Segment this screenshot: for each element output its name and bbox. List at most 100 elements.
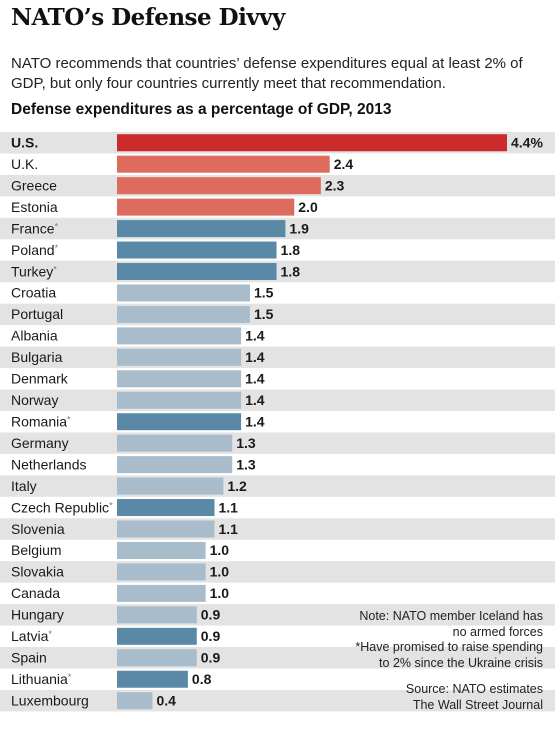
- bar: [117, 413, 242, 431]
- bar: [117, 584, 206, 602]
- bar: [117, 305, 250, 323]
- value-label: 1.4: [245, 413, 265, 429]
- category-label: Slovenia: [11, 521, 65, 537]
- value-label: 1.4: [245, 349, 265, 365]
- category-label: Hungary: [11, 607, 64, 623]
- category-label: France*: [11, 220, 59, 236]
- category-label: Albania: [11, 328, 58, 344]
- pledge-marker: *: [68, 672, 72, 682]
- value-label: 2.0: [298, 199, 318, 215]
- category-label: Bulgaria: [11, 349, 63, 365]
- pledge-marker: *: [55, 243, 59, 253]
- bar: [117, 327, 242, 345]
- pledge-marker: *: [109, 500, 113, 510]
- value-label: 1.4: [245, 371, 265, 387]
- bar: [117, 155, 330, 173]
- row-stripe: [0, 303, 555, 326]
- category-label: Denmark: [11, 371, 69, 387]
- value-label: 1.5: [254, 285, 274, 301]
- category-label: U.S.: [11, 135, 38, 151]
- page-title: NATO’s Defense Divvy: [11, 4, 285, 31]
- row-stripe: [0, 346, 555, 369]
- value-label: 1.1: [219, 521, 239, 537]
- category-label: Turkey*: [11, 263, 57, 279]
- value-label: 1.8: [281, 263, 301, 279]
- value-label: 1.4: [245, 328, 265, 344]
- value-label: 0.9: [201, 607, 221, 623]
- value-label: 0.9: [201, 628, 221, 644]
- category-label: Czech Republic*: [11, 499, 113, 515]
- bar: [117, 134, 507, 152]
- category-label: Netherlands: [11, 456, 87, 472]
- pledge-marker: *: [48, 629, 52, 639]
- bar: [117, 284, 250, 302]
- value-label: 0.4: [156, 692, 176, 708]
- bar: [117, 348, 242, 366]
- value-label: 1.1: [219, 499, 239, 515]
- bar: [117, 477, 224, 495]
- bar: [117, 262, 277, 280]
- value-label: 0.9: [201, 650, 221, 666]
- category-label: Italy: [11, 478, 37, 494]
- bar: [117, 541, 206, 559]
- category-label: Canada: [11, 585, 60, 601]
- bar: [117, 177, 321, 195]
- value-label: 1.0: [210, 564, 230, 580]
- bar: [117, 670, 188, 688]
- bar: [117, 520, 215, 538]
- note-line-1: Note: NATO member Iceland has: [359, 609, 543, 623]
- value-label: 1.3: [236, 435, 256, 451]
- value-label: 4.4%: [511, 135, 543, 151]
- row-stripe: [0, 561, 555, 583]
- bar: [117, 391, 242, 409]
- value-label: 1.8: [281, 242, 301, 258]
- value-label: 1.3: [236, 456, 256, 472]
- page-subtitle: NATO recommends that countries’ defense …: [11, 55, 523, 92]
- category-label: Croatia: [11, 285, 56, 301]
- pledge-marker: *: [53, 264, 57, 274]
- row-stripe: [0, 432, 555, 454]
- category-label: Portugal: [11, 306, 63, 322]
- row-stripe: [0, 518, 555, 540]
- value-label: 1.2: [227, 478, 247, 494]
- note-line-4: to 2% since the Ukraine crisis: [379, 655, 543, 670]
- row-stripe: [0, 475, 555, 497]
- value-label: 1.0: [210, 585, 230, 601]
- bar: [117, 220, 286, 238]
- bar: [117, 370, 242, 388]
- bar: [117, 563, 206, 581]
- chart-title: Defense expenditures as a percentage of …: [11, 101, 392, 118]
- note-line-2: no armed forces: [452, 624, 543, 639]
- source-line-2: The Wall Street Journal: [412, 697, 543, 712]
- category-label: Romania*: [11, 413, 71, 429]
- category-label: Spain: [11, 650, 47, 666]
- category-label: Germany: [11, 435, 69, 451]
- row-stripe: [0, 389, 555, 411]
- category-label: Luxembourg: [11, 692, 89, 708]
- source-line-1: Source: NATO estimates: [405, 682, 543, 696]
- value-label: 1.4: [245, 392, 265, 408]
- pledge-marker: *: [55, 221, 59, 231]
- bar: [117, 606, 197, 624]
- value-label: 0.8: [192, 671, 212, 687]
- source-credit: Source: NATO estimates The Wall Street J…: [293, 682, 543, 713]
- chart-note: Note: NATO member Iceland has no armed f…: [293, 609, 543, 671]
- category-label: Greece: [11, 177, 57, 193]
- category-label: Slovakia: [11, 564, 64, 580]
- bar: [117, 499, 215, 517]
- category-label: Poland*: [11, 242, 59, 258]
- bar: [117, 241, 277, 259]
- note-line-3: *Have promised to raise spending: [355, 640, 543, 654]
- bar: [117, 627, 197, 645]
- category-label: Latvia*: [11, 628, 52, 644]
- bar: [117, 456, 233, 474]
- value-label: 1.9: [289, 220, 309, 236]
- value-label: 1.5: [254, 306, 274, 322]
- pledge-marker: *: [67, 414, 71, 424]
- bar: [117, 198, 295, 216]
- category-label: Lithuania*: [11, 671, 72, 687]
- bar: [117, 692, 153, 710]
- category-label: U.K.: [11, 156, 38, 172]
- value-label: 2.3: [325, 177, 345, 193]
